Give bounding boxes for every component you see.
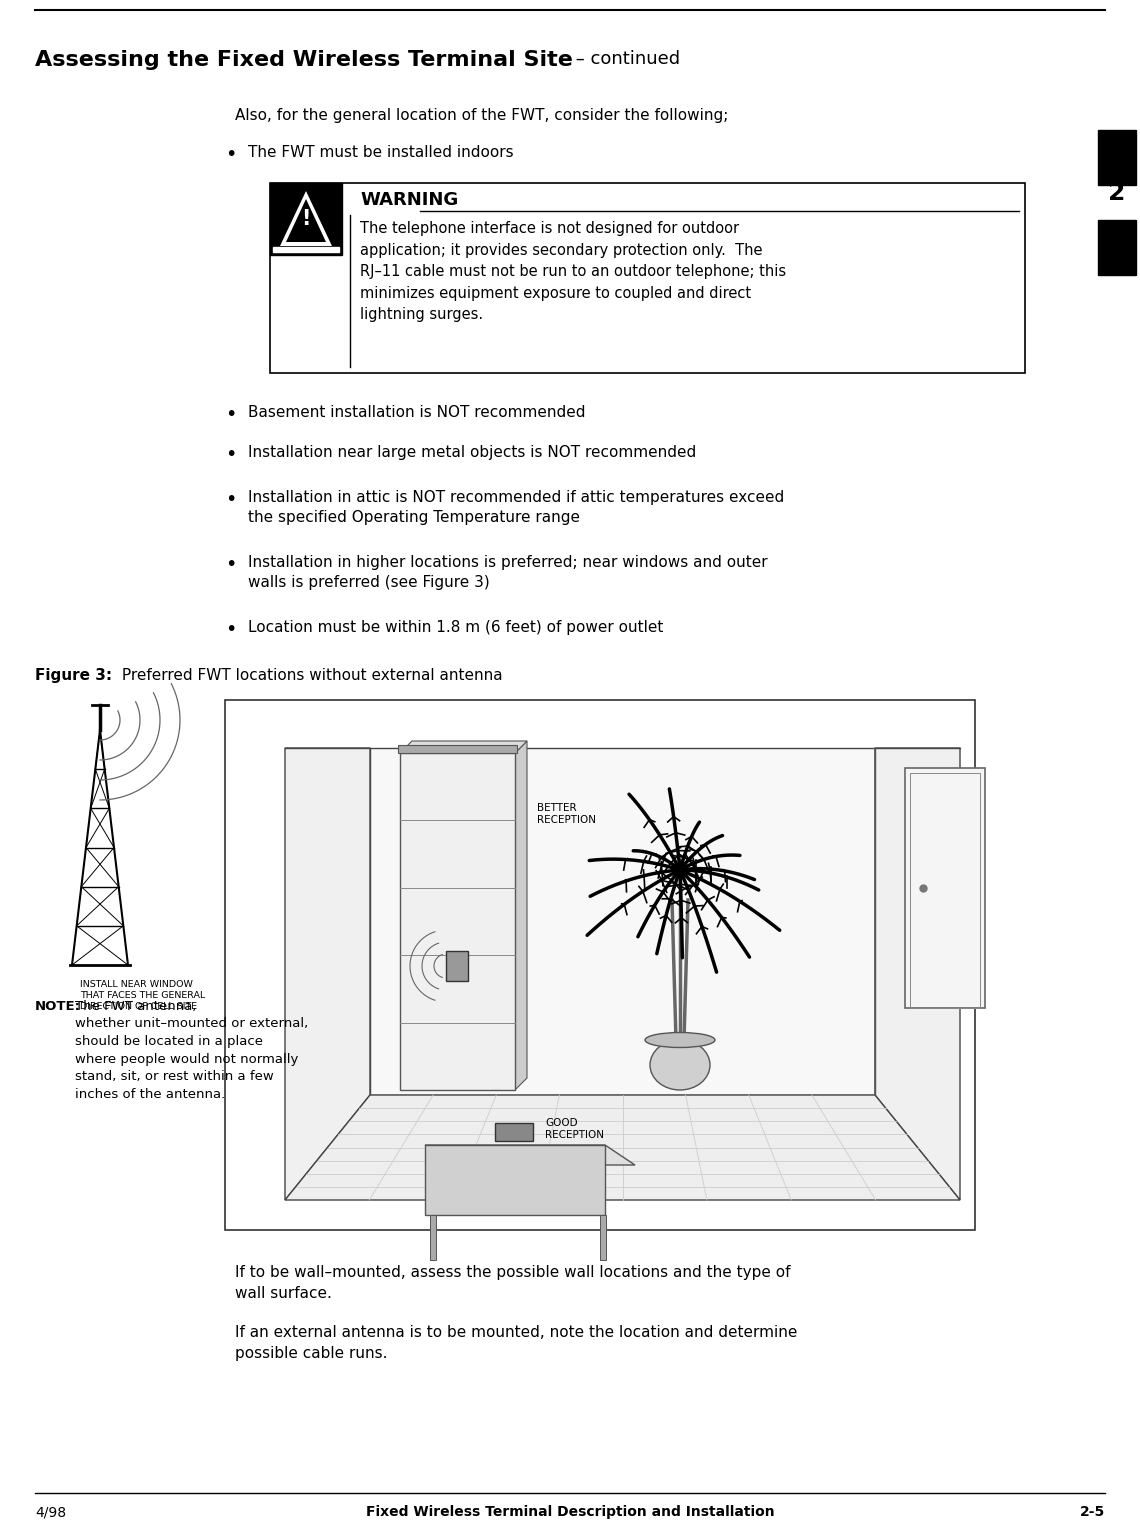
- Text: •: •: [225, 146, 236, 164]
- Polygon shape: [280, 192, 332, 245]
- Bar: [225, 701, 975, 1229]
- Bar: [370, 748, 876, 1095]
- Bar: [905, 768, 985, 1009]
- Bar: [1098, 130, 1135, 185]
- Polygon shape: [285, 1095, 960, 1200]
- Polygon shape: [400, 740, 527, 753]
- Text: If an external antenna is to be mounted, note the location and determine
possibl: If an external antenna is to be mounted,…: [235, 1325, 797, 1361]
- Text: Basement installation is NOT recommended: Basement installation is NOT recommended: [249, 405, 586, 420]
- Text: Also, for the general location of the FWT, consider the following;: Also, for the general location of the FW…: [235, 107, 728, 123]
- Text: Figure 3:: Figure 3:: [35, 668, 112, 684]
- Polygon shape: [876, 748, 960, 1200]
- Text: WARNING: WARNING: [360, 192, 458, 208]
- Bar: [495, 1124, 534, 1141]
- Text: Installation in attic is NOT recommended if attic temperatures exceed
the specif: Installation in attic is NOT recommended…: [249, 491, 784, 526]
- Text: The FWT must be installed indoors: The FWT must be installed indoors: [249, 146, 514, 159]
- Bar: [270, 182, 1025, 373]
- Text: – continued: – continued: [570, 51, 681, 67]
- Polygon shape: [285, 748, 370, 1200]
- Polygon shape: [286, 199, 326, 242]
- Text: GOOD
RECEPTION: GOOD RECEPTION: [545, 1118, 604, 1141]
- Bar: [446, 950, 469, 981]
- Text: 4/98: 4/98: [35, 1505, 66, 1519]
- Polygon shape: [425, 1145, 605, 1216]
- Bar: [910, 773, 980, 1009]
- Text: •: •: [225, 619, 236, 639]
- Bar: [1098, 221, 1135, 274]
- Text: Preferred FWT locations without external antenna: Preferred FWT locations without external…: [117, 668, 503, 684]
- Text: If to be wall–mounted, assess the possible wall locations and the type of
wall s: If to be wall–mounted, assess the possib…: [235, 1265, 790, 1302]
- Text: Installation in higher locations is preferred; near windows and outer
walls is p: Installation in higher locations is pref…: [249, 555, 767, 590]
- Text: •: •: [225, 405, 236, 425]
- Text: •: •: [225, 491, 236, 509]
- Text: The FWT antenna,
whether unit–mounted or external,
should be located in a place
: The FWT antenna, whether unit–mounted or…: [75, 1000, 308, 1101]
- Polygon shape: [425, 1145, 635, 1165]
- Text: INSTALL NEAR WINDOW
THAT FACES THE GENERAL
DIRECTION OF CELL SITE: INSTALL NEAR WINDOW THAT FACES THE GENER…: [80, 980, 205, 1012]
- Text: NOTE:: NOTE:: [35, 1000, 81, 1013]
- Bar: [430, 1216, 435, 1260]
- Ellipse shape: [650, 1039, 710, 1090]
- Bar: [398, 745, 518, 753]
- Text: •: •: [225, 555, 236, 573]
- Ellipse shape: [645, 1033, 715, 1047]
- Bar: [272, 247, 339, 251]
- Polygon shape: [515, 740, 527, 1090]
- Text: Fixed Wireless Terminal Description and Installation: Fixed Wireless Terminal Description and …: [366, 1505, 774, 1519]
- Bar: [270, 182, 342, 254]
- Text: Installation near large metal objects is NOT recommended: Installation near large metal objects is…: [249, 445, 697, 460]
- Text: •: •: [225, 445, 236, 464]
- Bar: [600, 1216, 606, 1260]
- Text: Location must be within 1.8 m (6 feet) of power outlet: Location must be within 1.8 m (6 feet) o…: [249, 619, 663, 635]
- Text: 2-5: 2-5: [1080, 1505, 1105, 1519]
- Text: !: !: [301, 208, 311, 228]
- Text: Assessing the Fixed Wireless Terminal Site: Assessing the Fixed Wireless Terminal Si…: [35, 51, 573, 71]
- Text: The telephone interface is not designed for outdoor
application; it provides sec: The telephone interface is not designed …: [360, 221, 787, 322]
- Bar: [400, 753, 515, 1090]
- Text: BETTER
RECEPTION: BETTER RECEPTION: [537, 803, 596, 825]
- Text: 2: 2: [1108, 181, 1125, 205]
